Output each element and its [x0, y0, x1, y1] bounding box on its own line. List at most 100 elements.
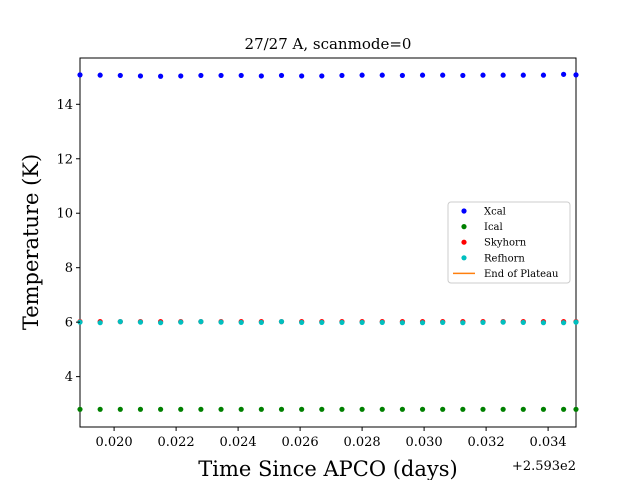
- y-tick-label: 14: [56, 98, 73, 113]
- y-tick-label: 6: [65, 316, 73, 331]
- data-point: [137, 73, 144, 79]
- data-point: [399, 406, 405, 412]
- data-point: [540, 320, 547, 326]
- legend-swatch: [461, 255, 467, 261]
- data-point: [339, 72, 345, 79]
- data-point: [178, 406, 184, 412]
- legend: Xcal Ical Skyhorn Refhorn End of Plateau: [447, 201, 571, 284]
- data-point: [218, 319, 224, 325]
- data-point: [319, 406, 325, 412]
- data-point: [77, 406, 83, 412]
- data-point: [278, 72, 285, 79]
- data-point: [419, 406, 426, 412]
- data-point: [339, 406, 345, 412]
- data-point: [97, 406, 103, 412]
- data-point: [573, 72, 579, 78]
- data-point: [258, 406, 264, 412]
- x-axis-offset-label: +2.593e2: [512, 459, 576, 474]
- data-points: [77, 71, 579, 412]
- data-point: [573, 319, 579, 325]
- data-point: [561, 406, 567, 412]
- data-point: [480, 319, 486, 326]
- data-point: [77, 72, 83, 78]
- data-point: [198, 319, 204, 325]
- legend-item-refhorn: Refhorn: [461, 253, 525, 264]
- data-point: [561, 71, 567, 77]
- data-point: [238, 406, 244, 412]
- legend-frame: [447, 201, 571, 284]
- data-point: [500, 72, 506, 78]
- data-point: [440, 72, 446, 78]
- data-point: [520, 72, 526, 78]
- x-tick-label: 0.024: [219, 435, 256, 450]
- data-point: [359, 319, 365, 326]
- x-tick-label: 0.022: [157, 435, 194, 450]
- data-point: [460, 406, 466, 412]
- data-point: [198, 406, 204, 412]
- data-point: [399, 320, 405, 326]
- legend-label: Xcal: [484, 207, 506, 218]
- data-point: [158, 406, 164, 412]
- data-point: [238, 72, 244, 79]
- legend-label: Skyhorn: [484, 238, 527, 249]
- legend-swatch: [461, 224, 467, 230]
- y-tick-label: 12: [56, 152, 73, 167]
- data-point: [440, 319, 446, 326]
- data-point: [278, 406, 285, 412]
- data-point: [440, 406, 446, 412]
- data-point: [218, 406, 224, 412]
- series-ical: [77, 406, 579, 412]
- data-point: [158, 73, 164, 79]
- y-tick-label: 10: [56, 207, 73, 222]
- data-point: [520, 406, 526, 412]
- legend-label: Ical: [484, 222, 503, 233]
- data-point: [359, 406, 365, 412]
- data-point: [299, 319, 305, 326]
- data-point: [299, 406, 305, 412]
- y-tick-label: 8: [65, 261, 73, 276]
- data-point: [419, 72, 426, 78]
- data-point: [460, 320, 466, 326]
- data-point: [540, 72, 547, 78]
- plot-frame: [79, 57, 577, 428]
- x-tick-label: 0.030: [405, 435, 442, 450]
- data-point: [520, 319, 526, 326]
- data-point: [379, 72, 385, 78]
- series-refhorn: [77, 319, 579, 326]
- data-point: [573, 406, 579, 412]
- data-point: [137, 406, 144, 412]
- y-axis-ticks: 4 6 8 10 12 14: [56, 98, 80, 385]
- data-point: [238, 319, 244, 326]
- data-point: [158, 320, 164, 326]
- data-point: [419, 320, 426, 326]
- legend-swatch: [461, 239, 467, 245]
- data-point: [117, 406, 123, 412]
- data-point: [198, 72, 204, 79]
- legend-item-ical: Ical: [461, 222, 503, 233]
- legend-item-end-of-plateau: End of Plateau: [453, 269, 559, 280]
- legend-item-skyhorn: Skyhorn: [461, 238, 527, 249]
- data-point: [178, 73, 184, 79]
- x-tick-label: 0.034: [529, 435, 566, 450]
- data-point: [561, 320, 567, 326]
- data-point: [319, 73, 325, 79]
- data-point: [379, 406, 385, 412]
- data-point: [218, 72, 224, 79]
- data-point: [299, 73, 305, 79]
- x-axis-ticks: 0.020 0.022 0.024 0.026 0.028 0.030 0.032 0.034: [95, 427, 567, 450]
- data-point: [460, 72, 466, 79]
- plot-area: [77, 57, 579, 428]
- data-point: [500, 406, 506, 412]
- legend-label: Refhorn: [484, 253, 525, 264]
- data-point: [258, 73, 264, 79]
- data-point: [319, 319, 325, 326]
- x-tick-label: 0.026: [281, 435, 318, 450]
- data-point: [480, 72, 486, 78]
- data-point: [359, 72, 365, 78]
- data-point: [178, 319, 184, 325]
- x-axis-label: Time Since APCO (days): [198, 457, 457, 480]
- x-tick-label: 0.020: [95, 435, 132, 450]
- data-point: [500, 319, 506, 325]
- x-tick-label: 0.028: [343, 435, 380, 450]
